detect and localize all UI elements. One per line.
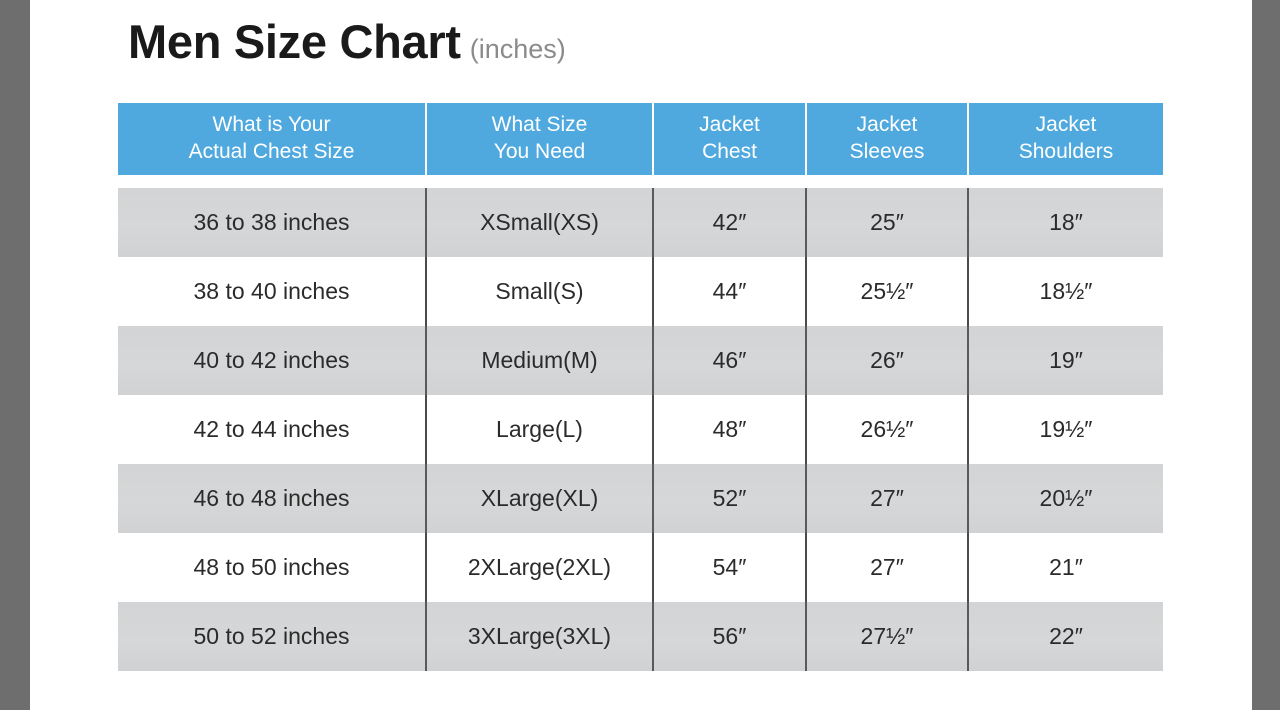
table-row: 46 to 48 inches XLarge(XL) 52″ 27″ 20½″ — [118, 464, 1163, 533]
column-header-line1: Jacket — [856, 113, 918, 137]
cell-chest-range: 36 to 38 inches — [118, 188, 427, 257]
page-title-unit: (inches) — [469, 34, 566, 64]
cell-size-needed: Small(S) — [426, 257, 654, 326]
cell-jacket-chest: 56″ — [653, 602, 807, 671]
table-row: 40 to 42 inches Medium(M) 46″ 26″ 19″ — [118, 326, 1163, 395]
cell-jacket-sleeves: 25″ — [806, 188, 969, 257]
cell-jacket-shoulders: 18″ — [968, 188, 1163, 257]
cell-size-needed: 2XLarge(2XL) — [426, 533, 654, 602]
size-chart-page: Men Size Chart (inches) What is Your Act… — [30, 0, 1252, 710]
cell-jacket-shoulders: 19½″ — [968, 395, 1163, 464]
letterbox-bar-right — [1252, 0, 1280, 710]
cell-jacket-chest: 54″ — [653, 533, 807, 602]
table-row: 42 to 44 inches Large(L) 48″ 26½″ 19½″ — [118, 395, 1163, 464]
letterbox-bar-left — [0, 0, 30, 710]
column-header-jacket-shoulders: Jacket Shoulders — [968, 103, 1163, 175]
table-header: What is Your Actual Chest Size What Size… — [118, 103, 1163, 175]
cell-size-needed: XLarge(XL) — [426, 464, 654, 533]
table-row: 38 to 40 inches Small(S) 44″ 25½″ 18½″ — [118, 257, 1163, 326]
cell-jacket-chest: 52″ — [653, 464, 807, 533]
cell-jacket-shoulders: 21″ — [968, 533, 1163, 602]
page-title-main: Men Size Chart — [128, 15, 461, 68]
table-row: 48 to 50 inches 2XLarge(2XL) 54″ 27″ 21″ — [118, 533, 1163, 602]
column-header-line2: Shoulders — [1018, 140, 1114, 163]
column-header-jacket-chest: Jacket Chest — [653, 103, 807, 175]
cell-size-needed: Medium(M) — [426, 326, 654, 395]
column-header-line2: Chest — [702, 140, 757, 163]
table-body: 36 to 38 inches XSmall(XS) 42″ 25″ 18″ 3… — [118, 175, 1163, 671]
cell-jacket-sleeves: 27″ — [806, 464, 969, 533]
cell-chest-range: 46 to 48 inches — [118, 464, 427, 533]
column-header-line2: Sleeves — [849, 140, 925, 163]
cell-jacket-chest: 42″ — [653, 188, 807, 257]
header-body-gap — [118, 175, 1163, 188]
cell-jacket-chest: 44″ — [653, 257, 807, 326]
cell-chest-range: 42 to 44 inches — [118, 395, 427, 464]
column-header-line1: What Size — [491, 113, 588, 137]
column-header-line1: Jacket — [1035, 113, 1097, 137]
table-row: 50 to 52 inches 3XLarge(3XL) 56″ 27½″ 22… — [118, 602, 1163, 671]
cell-chest-range: 38 to 40 inches — [118, 257, 427, 326]
column-header-line2: You Need — [493, 140, 586, 163]
cell-jacket-shoulders: 18½″ — [968, 257, 1163, 326]
header-row: What is Your Actual Chest Size What Size… — [118, 103, 1163, 175]
column-header-size-you-need: What Size You Need — [426, 103, 654, 175]
cell-jacket-sleeves: 26½″ — [806, 395, 969, 464]
cell-size-needed: Large(L) — [426, 395, 654, 464]
column-header-actual-chest-size: What is Your Actual Chest Size — [118, 103, 427, 175]
cell-size-needed: 3XLarge(3XL) — [426, 602, 654, 671]
cell-jacket-sleeves: 26″ — [806, 326, 969, 395]
column-header-jacket-sleeves: Jacket Sleeves — [806, 103, 969, 175]
cell-chest-range: 48 to 50 inches — [118, 533, 427, 602]
cell-jacket-chest: 48″ — [653, 395, 807, 464]
cell-chest-range: 50 to 52 inches — [118, 602, 427, 671]
cell-jacket-shoulders: 22″ — [968, 602, 1163, 671]
table-row: 36 to 38 inches XSmall(XS) 42″ 25″ 18″ — [118, 188, 1163, 257]
cell-jacket-sleeves: 27½″ — [806, 602, 969, 671]
cell-jacket-sleeves: 25½″ — [806, 257, 969, 326]
cell-size-needed: XSmall(XS) — [426, 188, 654, 257]
page-title: Men Size Chart (inches) — [128, 18, 566, 65]
cell-jacket-chest: 46″ — [653, 326, 807, 395]
column-header-line1: What is Your — [212, 113, 331, 137]
column-header-line1: Jacket — [699, 113, 760, 137]
men-size-chart-table: What is Your Actual Chest Size What Size… — [118, 103, 1163, 671]
cell-jacket-shoulders: 20½″ — [968, 464, 1163, 533]
cell-jacket-sleeves: 27″ — [806, 533, 969, 602]
column-header-line2: Actual Chest Size — [188, 140, 355, 163]
cell-jacket-shoulders: 19″ — [968, 326, 1163, 395]
cell-chest-range: 40 to 42 inches — [118, 326, 427, 395]
